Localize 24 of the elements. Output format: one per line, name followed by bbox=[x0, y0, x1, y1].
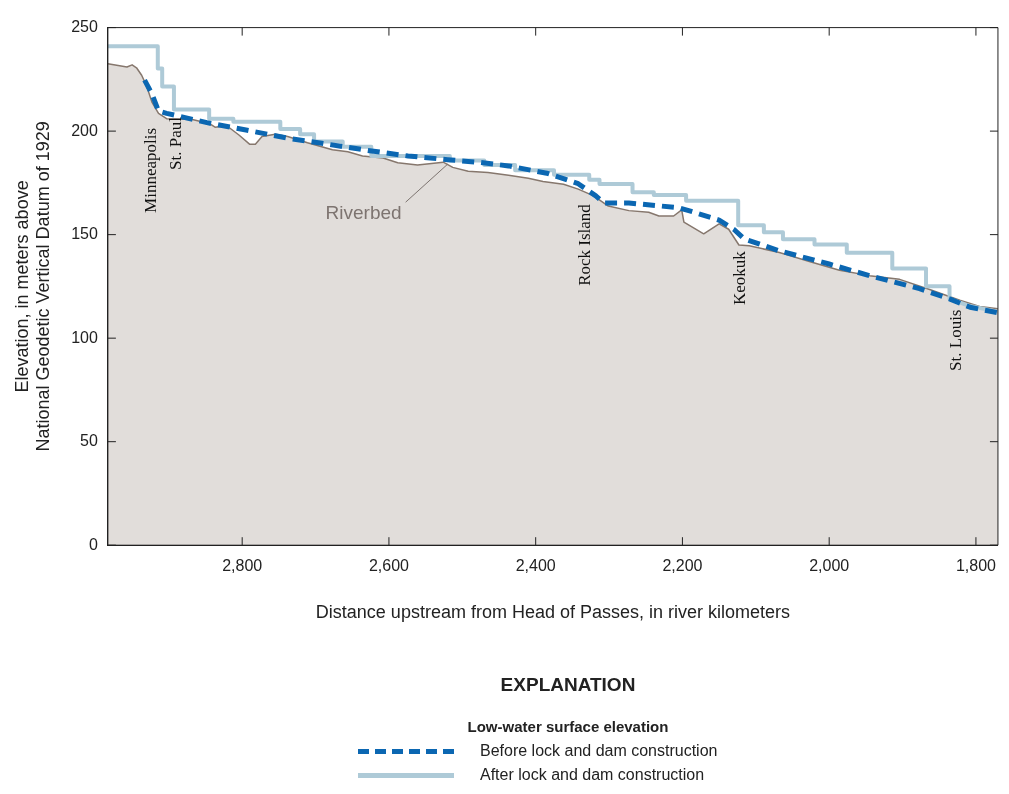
y-tick-label: 150 bbox=[71, 225, 98, 243]
y-tick-label: 250 bbox=[71, 18, 98, 36]
annotation: Minneapolis bbox=[140, 127, 160, 213]
annotation: Rock Island bbox=[575, 203, 595, 286]
x-tick-label: 2,200 bbox=[662, 557, 703, 575]
legend-title: Low-water surface elevation bbox=[467, 718, 669, 735]
annotation: St. Paul bbox=[165, 116, 185, 170]
x-tick-label: 2,000 bbox=[809, 557, 850, 575]
legend-label: After lock and dam construction bbox=[480, 766, 705, 784]
annotation: St. Louis bbox=[945, 309, 965, 371]
x-tick-label: 2,600 bbox=[368, 557, 410, 575]
x-axis-title: Distance upstream from Head of Passes, in river kilometers bbox=[315, 602, 791, 623]
x-tick-label: 2,400 bbox=[515, 557, 556, 575]
x-tick-label: 2,800 bbox=[222, 557, 263, 575]
y-tick-label: 200 bbox=[71, 121, 98, 139]
y-tick-label: 100 bbox=[71, 328, 98, 346]
text: EXPLANATION bbox=[500, 674, 636, 696]
y-tick-label: 50 bbox=[80, 432, 98, 450]
y-axis-title: Elevation, in meters above National Geodetic Vertical Datum of 1929 bbox=[11, 121, 54, 452]
annotation: Riverbed bbox=[325, 202, 402, 224]
legend-label: Before lock and dam construction bbox=[480, 742, 718, 760]
annotation: Keokuk bbox=[730, 250, 750, 306]
y-tick-label: 0 bbox=[88, 535, 98, 553]
x-tick-label: 1,800 bbox=[955, 557, 997, 575]
